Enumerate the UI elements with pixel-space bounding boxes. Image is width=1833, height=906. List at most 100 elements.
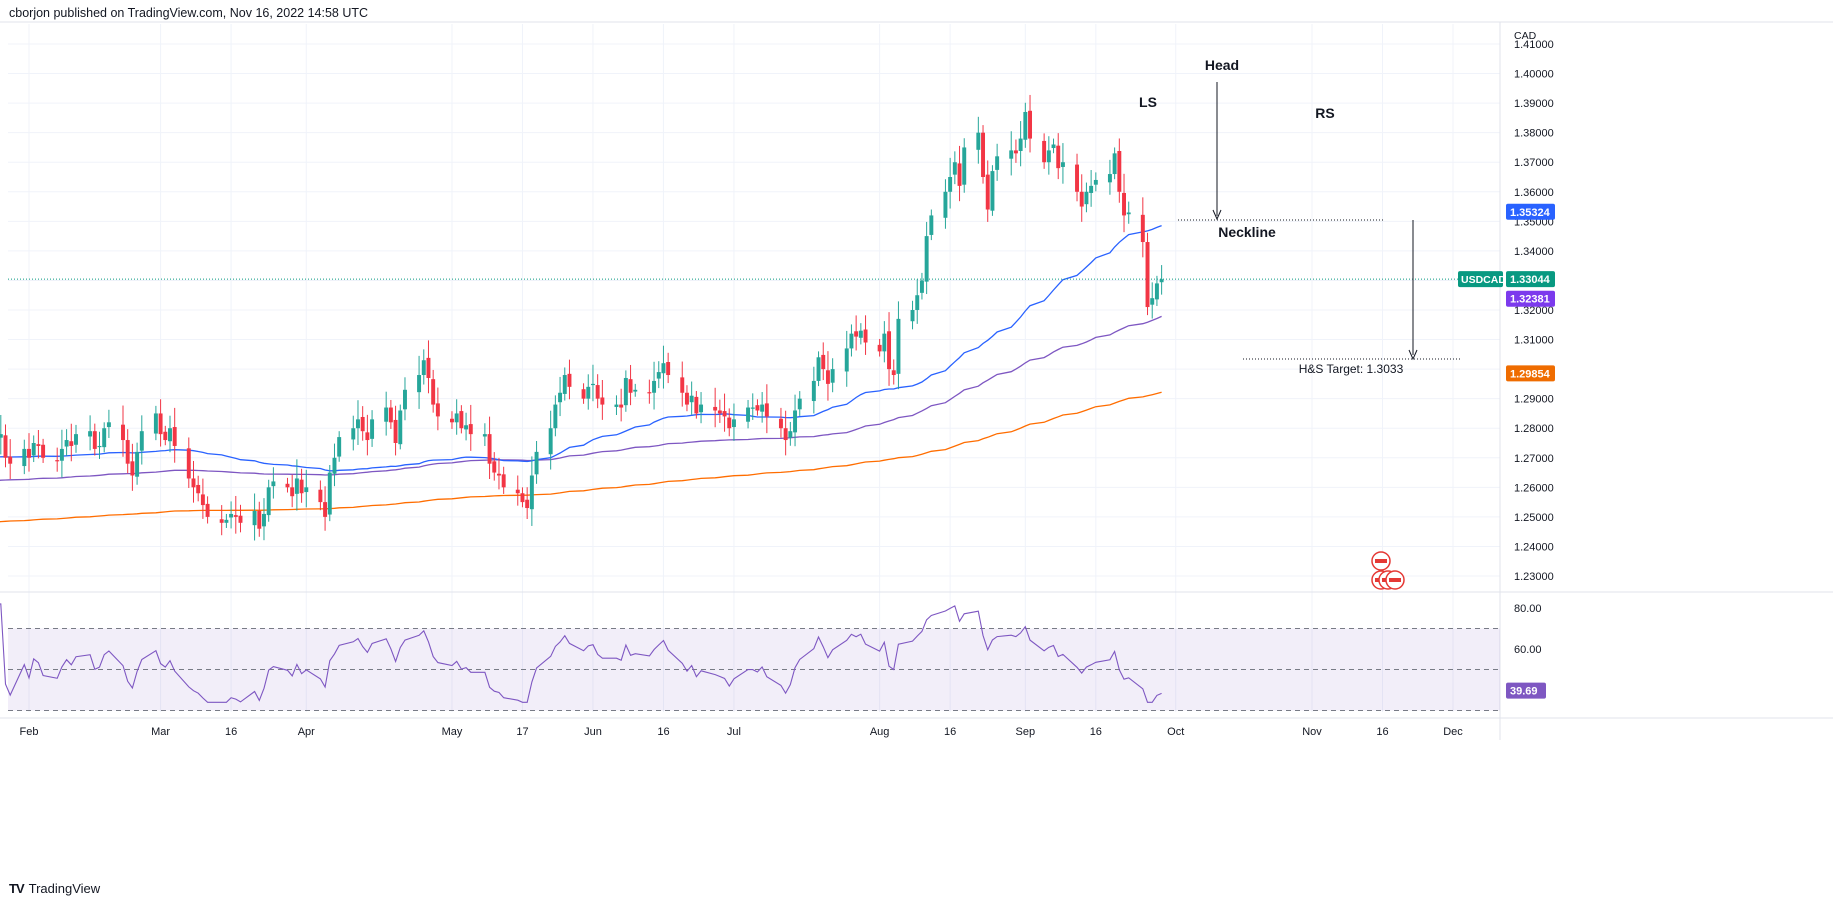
candle-body <box>581 389 586 399</box>
candle-body <box>31 443 36 456</box>
ma100-badge-text: 1.32381 <box>1510 294 1550 306</box>
candle-body <box>1042 140 1047 163</box>
time-axis[interactable]: Feb Mar 16 Apr May 17 Jun 16 Jul Aug 16 Sep 16 Oct Nov… <box>20 726 1464 738</box>
price-tick-label: 1.24000 <box>1514 541 1554 553</box>
candle-body <box>196 484 201 494</box>
candle-body <box>1075 164 1080 192</box>
candle-body <box>106 422 111 428</box>
candle-body <box>200 494 205 506</box>
candle-body <box>417 375 422 393</box>
rsi-line <box>0 603 1162 703</box>
candle-body <box>567 373 572 387</box>
candle-body <box>501 474 506 488</box>
candle-body <box>1107 174 1112 183</box>
candle-body <box>22 448 27 467</box>
candle-body <box>943 191 948 218</box>
event-flags[interactable] <box>1371 551 1405 590</box>
candle-body <box>727 417 732 429</box>
candle-body <box>699 404 704 413</box>
candle-body <box>525 499 530 509</box>
candle-body <box>976 132 981 150</box>
candle-body <box>1051 144 1056 149</box>
rsi-panel <box>0 603 1500 711</box>
candle-body <box>586 386 591 399</box>
candle-body <box>431 379 436 405</box>
candle-body <box>55 460 60 462</box>
ma200-badge-text: 1.29854 <box>1510 368 1551 380</box>
price-tick-label: 1.39000 <box>1514 98 1554 110</box>
time-tick-label: Sep <box>1016 726 1036 738</box>
candle-body <box>666 362 671 376</box>
price-tick-label: 1.36000 <box>1514 187 1554 199</box>
candle-body <box>1126 212 1131 215</box>
candle-body <box>163 431 168 441</box>
candle-body <box>910 310 915 322</box>
price-tick-label: 1.28000 <box>1514 423 1554 435</box>
tradingview-logo-icon: TV <box>9 881 25 896</box>
time-tick-label: May <box>442 726 463 738</box>
candle-body <box>365 432 370 441</box>
candle-body <box>1013 150 1018 154</box>
candle-body <box>858 330 863 338</box>
candle-body <box>1154 283 1159 300</box>
candle-body <box>459 411 464 429</box>
candle-body <box>952 162 957 175</box>
candle-body <box>896 318 901 374</box>
candle-body <box>356 419 360 429</box>
candle-body <box>684 392 689 405</box>
candle-body <box>957 163 962 186</box>
candle-body <box>205 503 210 517</box>
candle-body <box>370 419 375 439</box>
candle-body <box>1028 110 1033 139</box>
candle-body <box>59 448 64 461</box>
candle-body <box>130 461 135 476</box>
candle-body <box>125 440 130 464</box>
moving-averages <box>0 224 1500 523</box>
candle-body <box>92 431 97 449</box>
ma50-badge-box <box>1506 203 1555 220</box>
time-tick-label: Mar <box>151 726 170 738</box>
tradingview-footer[interactable]: TV TradingView <box>9 881 100 896</box>
candle-body <box>746 407 751 422</box>
candle-body <box>1084 191 1089 205</box>
candle-body <box>529 475 534 510</box>
candle-body <box>830 369 835 383</box>
head-label: Head <box>1205 57 1239 73</box>
candle-body <box>121 424 125 441</box>
candle-body <box>290 487 295 497</box>
price-axis[interactable]: CAD 1.23000 1.24000 1.25000 1.26000 1.27000 1.… <box>1458 30 1555 699</box>
candle-body <box>877 344 882 352</box>
candle-body <box>1159 279 1164 283</box>
chart-grid <box>0 21 1833 740</box>
candle-body <box>793 410 798 433</box>
candle-body <box>882 333 887 352</box>
ma200-badge-box <box>1506 365 1555 382</box>
candle-body <box>929 215 934 235</box>
candle-body <box>299 479 304 494</box>
candle-body <box>102 428 107 448</box>
rsi-tick-label: 60.00 <box>1514 644 1542 656</box>
publisher-header: cborjon published on TradingView.com, No… <box>9 6 369 20</box>
candle-body <box>153 413 158 434</box>
time-tick-label: 17 <box>516 726 528 738</box>
candle-body <box>548 428 553 455</box>
candle-body <box>323 502 328 517</box>
candle-body <box>3 435 8 458</box>
candle-body <box>41 444 46 458</box>
symbol-badge-box <box>1458 271 1503 288</box>
candle-body <box>186 448 191 479</box>
candle-body <box>139 431 144 451</box>
candle-body <box>252 510 257 526</box>
last-price-badge-box <box>1506 271 1555 288</box>
price-tick-label: 1.25000 <box>1514 512 1554 524</box>
candle-body <box>1060 162 1065 167</box>
candle-body <box>238 515 243 523</box>
head-arrow-head <box>1212 209 1222 221</box>
candle-body <box>327 472 332 515</box>
price-tick-label: 1.40000 <box>1514 69 1554 81</box>
candle-body <box>1009 150 1014 159</box>
symbol-badge-text: USDCAD <box>1461 274 1506 286</box>
rsi-value-badge: 39.69 <box>1506 682 1546 699</box>
candle-body <box>623 377 628 406</box>
